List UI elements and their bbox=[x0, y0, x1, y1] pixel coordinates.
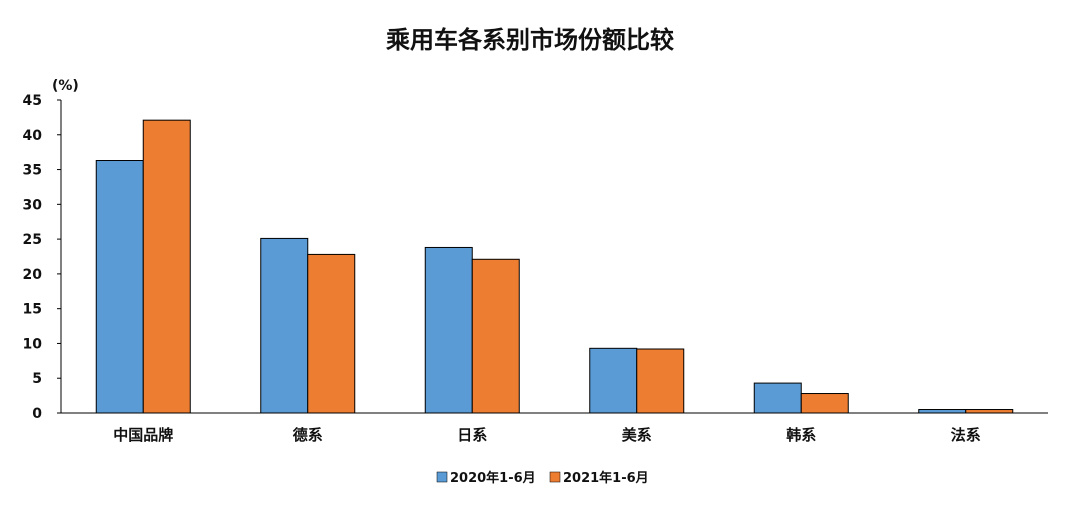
legend-label: 2021年1-6月 bbox=[563, 470, 649, 486]
y-tick-label: 40 bbox=[23, 128, 43, 144]
chart-title: 乘用车各系别市场份额比较 bbox=[385, 26, 674, 54]
bar-2020 bbox=[95, 160, 144, 414]
bar-2020 bbox=[753, 382, 802, 414]
bar-2021 bbox=[471, 258, 520, 414]
y-tick-label: 0 bbox=[32, 406, 42, 422]
bars-group bbox=[95, 119, 1014, 414]
bar-2020 bbox=[424, 246, 473, 414]
y-tick-label: 30 bbox=[23, 197, 43, 213]
bar-2020 bbox=[918, 409, 967, 414]
x-axis: 中国品牌 德系 日系 美系 韩系 法系 bbox=[61, 412, 1048, 444]
y-tick-label: 15 bbox=[23, 302, 42, 318]
y-axis-unit-label: (%) bbox=[52, 78, 79, 94]
y-tick-label: 35 bbox=[23, 163, 42, 179]
y-tick-label: 45 bbox=[23, 93, 42, 109]
x-tick-label: 韩系 bbox=[786, 426, 816, 444]
bar-2021 bbox=[800, 393, 849, 414]
y-tick-label: 25 bbox=[23, 232, 42, 248]
bar-2021 bbox=[965, 409, 1014, 414]
x-tick-label: 美系 bbox=[622, 426, 652, 444]
y-axis: 0 5 10 15 20 25 30 35 40 45 bbox=[23, 93, 62, 422]
x-tick-label: 德系 bbox=[293, 426, 323, 444]
y-tick-label: 10 bbox=[23, 336, 43, 352]
x-tick-label: 法系 bbox=[951, 426, 981, 444]
bar-2021 bbox=[307, 253, 356, 414]
legend-label: 2020年1-6月 bbox=[450, 470, 536, 486]
y-tick-label: 20 bbox=[23, 267, 43, 283]
y-tick-label: 5 bbox=[32, 371, 42, 387]
bar-2021 bbox=[636, 348, 685, 414]
bar-2020 bbox=[589, 347, 638, 414]
x-tick-label: 日系 bbox=[457, 426, 487, 444]
bar-2020 bbox=[260, 237, 309, 414]
legend: 2020年1-6月 2021年1-6月 bbox=[436, 470, 649, 486]
legend-swatch bbox=[549, 471, 561, 483]
x-tick-label: 中国品牌 bbox=[113, 426, 173, 444]
legend-swatch bbox=[436, 471, 448, 483]
bar-2021 bbox=[142, 119, 191, 414]
